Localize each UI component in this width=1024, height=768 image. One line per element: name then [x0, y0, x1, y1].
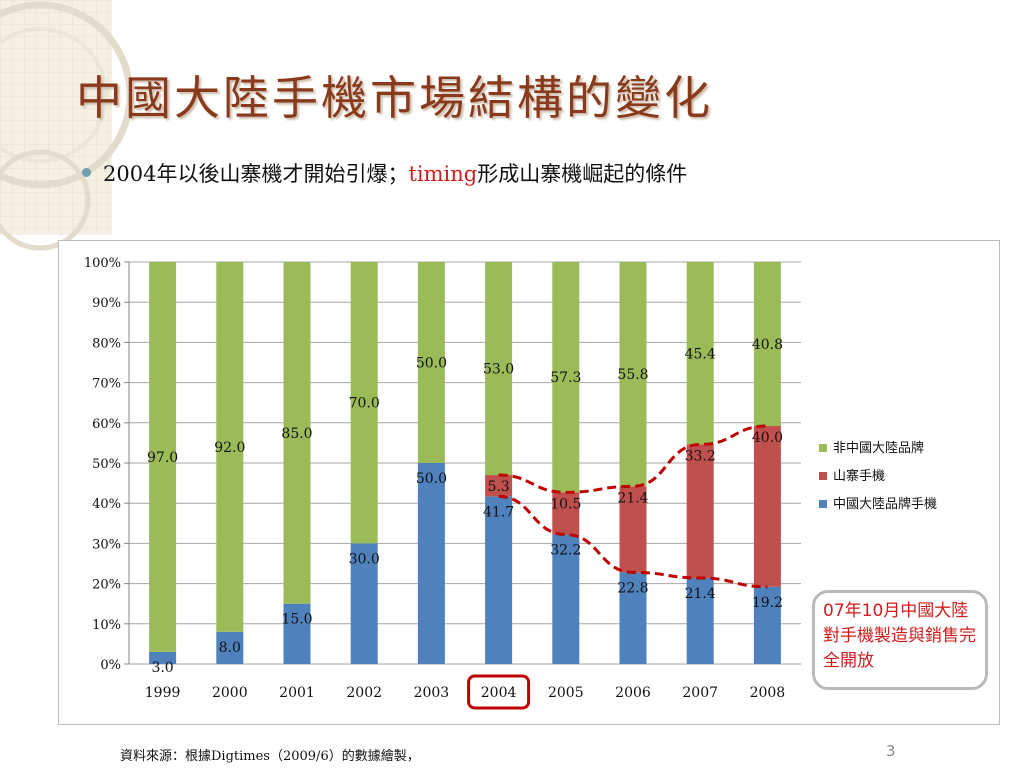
- data-label: 30.0: [349, 551, 380, 567]
- data-label: 70.0: [349, 396, 380, 412]
- bar-segment: [350, 543, 378, 664]
- data-label: 55.8: [617, 367, 648, 383]
- x-tick-label: 2006: [615, 685, 651, 701]
- x-tick-label: 2003: [414, 685, 450, 701]
- bar-segment: [485, 475, 513, 497]
- bar-segment: [619, 486, 647, 573]
- data-label: 21.4: [685, 586, 716, 602]
- x-tick-label: 2002: [346, 685, 382, 701]
- bar-segment: [753, 262, 781, 427]
- data-label: 45.4: [685, 346, 716, 362]
- bar-segment: [552, 534, 580, 664]
- data-label: 10.5: [550, 496, 581, 512]
- trend-line-lower: [498, 494, 768, 589]
- data-label: 50.0: [416, 471, 447, 487]
- bar-segment: [149, 262, 177, 652]
- trend-line-upper: [498, 424, 768, 494]
- x-tick-label: 1999: [145, 685, 181, 701]
- data-label: 92.0: [214, 440, 245, 456]
- data-label: 22.8: [617, 580, 648, 596]
- bullet-text-part2: 形成山寨機崛起的條件: [477, 162, 688, 186]
- bar-segment: [552, 262, 580, 493]
- data-label: 21.4: [617, 490, 648, 506]
- y-tick-label: 10%: [92, 618, 121, 633]
- data-label: 85.0: [281, 426, 312, 442]
- legend-swatch: [819, 500, 827, 508]
- bar-segment: [619, 262, 647, 487]
- x-tick-label: 2004: [481, 685, 517, 701]
- bar-segment: [417, 262, 445, 463]
- bar-segment: [149, 651, 177, 664]
- data-label: 57.3: [550, 370, 581, 386]
- y-tick-label: 70%: [92, 377, 121, 392]
- data-label: 5.3: [487, 479, 509, 495]
- x-tick-label: 2001: [279, 685, 315, 701]
- data-label: 40.0: [752, 430, 783, 446]
- y-tick-label: 50%: [92, 457, 121, 472]
- x-tick-label: 2007: [682, 685, 718, 701]
- bullet-dot-icon: [82, 168, 91, 177]
- y-tick-label: 100%: [84, 256, 121, 271]
- legend-label: 中國大陸品牌手機: [833, 496, 937, 512]
- legend-label: 山寨手機: [833, 468, 885, 484]
- data-label: 8.0: [219, 640, 241, 656]
- bar-segment: [283, 603, 311, 664]
- bar-segment: [619, 572, 647, 664]
- stacked-bar-chart: 0% 10% 20% 30% 40% 50% 60% 70% 80% 90% 100% 1999 200…: [84, 256, 937, 710]
- bar-segment: [417, 463, 445, 664]
- source-note: 資料來源：根據Digtimes（2009/6）的數據繪製，: [120, 749, 420, 764]
- y-tick-label: 90%: [92, 296, 121, 311]
- bar-segment: [686, 577, 714, 664]
- y-tick-label: 60%: [92, 417, 121, 432]
- bar-segment: [216, 262, 244, 632]
- bar-segment: [753, 586, 781, 664]
- data-label: 33.2: [685, 449, 716, 465]
- data-label: 3.0: [151, 660, 173, 676]
- bar-segment: [753, 426, 781, 587]
- bar-segment: [283, 262, 311, 604]
- highlight-box-2004: [467, 674, 531, 710]
- x-tick-label: 2005: [548, 685, 584, 701]
- bar-segment: [350, 262, 378, 544]
- legend-swatch: [819, 444, 827, 452]
- data-label: 32.2: [550, 543, 581, 559]
- data-label: 19.2: [752, 595, 783, 611]
- x-tick-label: 2008: [750, 685, 786, 701]
- bar-segment: [686, 444, 714, 578]
- y-tick-label: 80%: [92, 336, 121, 351]
- bullet-text-part1: 2004年以後山寨機才開始引爆；: [103, 162, 409, 186]
- slide-title: 中國大陸手機市場結構的變化: [76, 71, 713, 125]
- data-label: 97.0: [147, 450, 178, 466]
- data-label: 50.0: [416, 356, 447, 372]
- legend-swatch: [819, 472, 827, 480]
- data-label: 40.8: [752, 337, 783, 353]
- bar-segment: [552, 492, 580, 535]
- data-label: 53.0: [483, 362, 514, 378]
- data-label: 15.0: [281, 612, 312, 628]
- x-tick-label: 2000: [212, 685, 248, 701]
- y-tick-label: 40%: [92, 497, 121, 512]
- y-tick-label: 0%: [100, 658, 121, 673]
- callout-box: 07年10月中國大陸對手機製造與銷售完全開放: [812, 590, 988, 690]
- y-tick-label: 20%: [92, 578, 121, 593]
- bar-segment: [485, 496, 513, 664]
- bar-segment: [485, 262, 513, 476]
- y-tick-label: 30%: [92, 537, 121, 552]
- bullet-highlight: timing: [408, 162, 478, 186]
- bullet-point: 2004年以後山寨機才開始引爆；timing形成山寨機崛起的條件: [82, 158, 687, 188]
- page-number: 3: [886, 742, 896, 760]
- bar-segment: [216, 631, 244, 664]
- legend-label: 非中國大陸品牌: [833, 440, 924, 456]
- data-label: 41.7: [483, 504, 514, 520]
- bar-segment: [686, 262, 714, 445]
